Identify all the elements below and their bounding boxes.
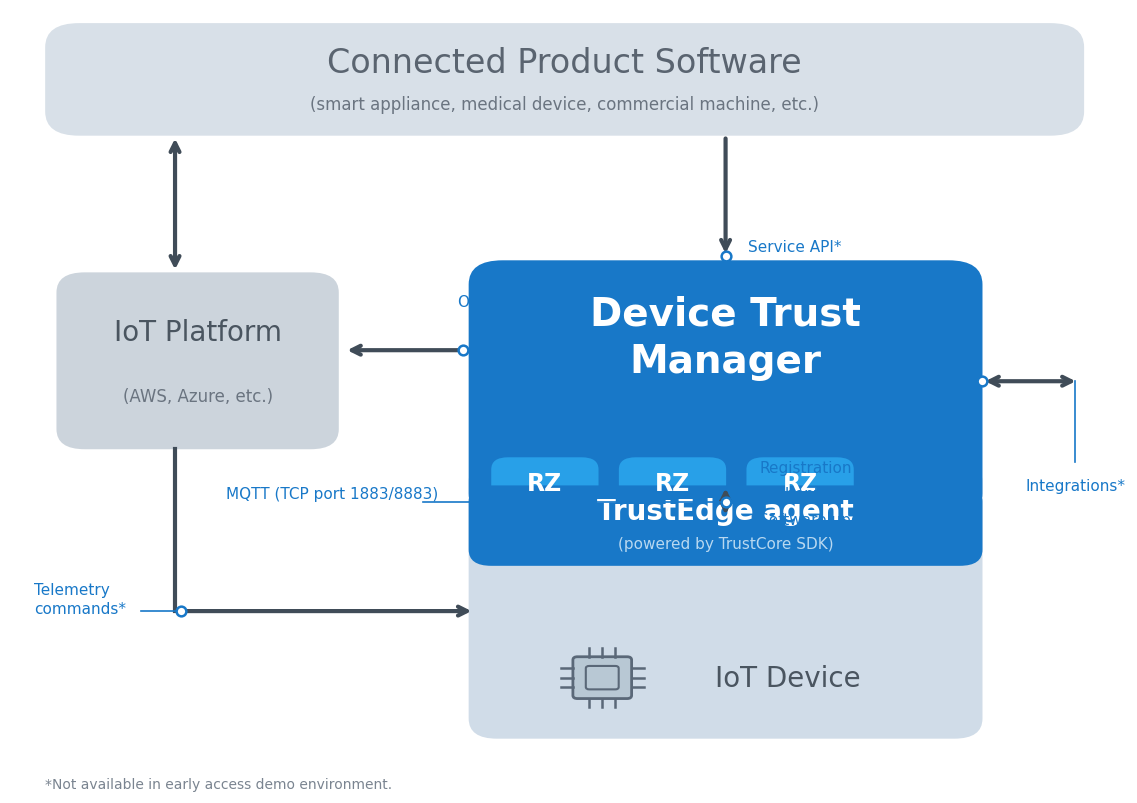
Text: Device Trust
Manager: Device Trust Manager [590,296,861,381]
Text: IoT Device: IoT Device [715,664,861,692]
Text: *Not available in early access demo environment.: *Not available in early access demo envi… [45,777,392,791]
FancyBboxPatch shape [619,458,727,510]
Text: (AWS, Azure, etc.): (AWS, Azure, etc.) [123,388,273,406]
FancyBboxPatch shape [491,458,598,510]
Text: Onboarding*: Onboarding* [457,295,555,310]
Text: RZ: RZ [528,472,563,495]
FancyBboxPatch shape [747,458,854,510]
FancyBboxPatch shape [468,486,982,566]
Text: (smart appliance, medical device, commercial machine, etc.): (smart appliance, medical device, commer… [310,96,819,114]
Text: Integrations*: Integrations* [1026,478,1126,493]
FancyBboxPatch shape [573,657,632,699]
FancyBboxPatch shape [57,273,339,450]
Text: TrustEdge agent: TrustEdge agent [597,498,854,525]
Text: Connected Product Software: Connected Product Software [327,47,802,80]
Text: Software update: Software update [760,512,886,527]
Text: Service API*: Service API* [748,240,841,255]
FancyBboxPatch shape [45,24,1084,137]
FancyBboxPatch shape [468,462,982,739]
FancyBboxPatch shape [468,261,982,518]
Text: Authentication: Authentication [760,487,872,501]
Text: RZ: RZ [655,472,690,495]
FancyBboxPatch shape [586,666,619,690]
Text: IoT Platform: IoT Platform [114,319,282,347]
Text: Telemetry
commands*: Telemetry commands* [34,582,126,617]
Text: MQTT (TCP port 1883/8883): MQTT (TCP port 1883/8883) [226,487,438,501]
Text: RZ: RZ [782,472,818,495]
Text: (powered by TrustCore SDK): (powered by TrustCore SDK) [617,536,833,551]
Text: Registration: Registration [760,461,852,475]
